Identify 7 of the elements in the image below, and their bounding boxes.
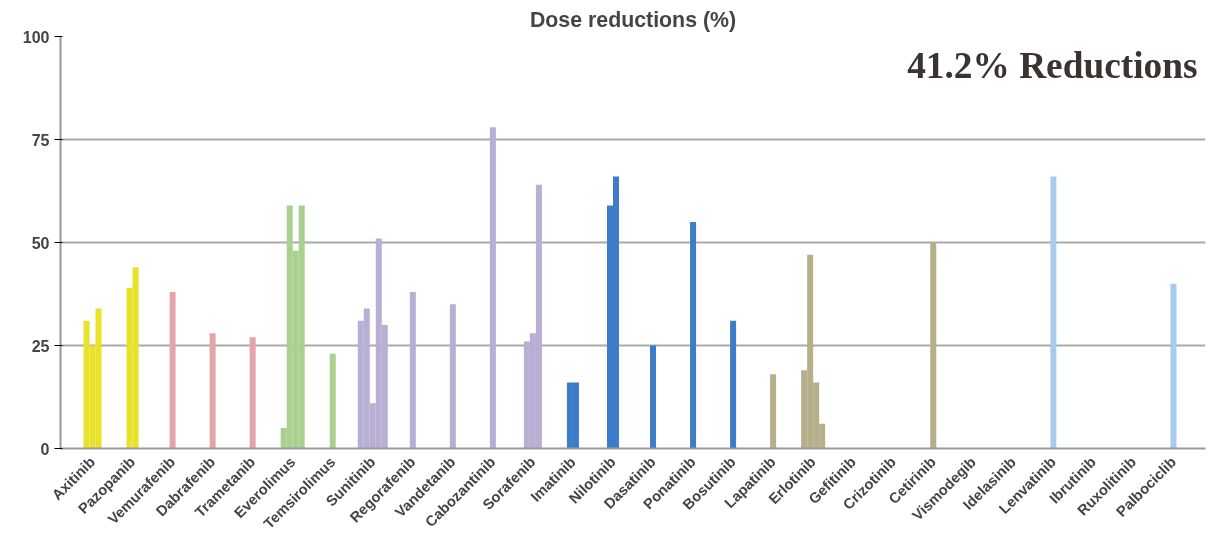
y-tick-label: 50 (31, 234, 50, 252)
y-tick-label: 0 (40, 440, 50, 458)
chart-title: Dose reductions (%) (529, 7, 737, 32)
annotation: 41.2% Reductions (907, 44, 1198, 86)
y-tick-label: 100 (22, 28, 50, 46)
y-tick-label: 75 (31, 131, 50, 149)
y-tick-label: 25 (31, 337, 50, 355)
